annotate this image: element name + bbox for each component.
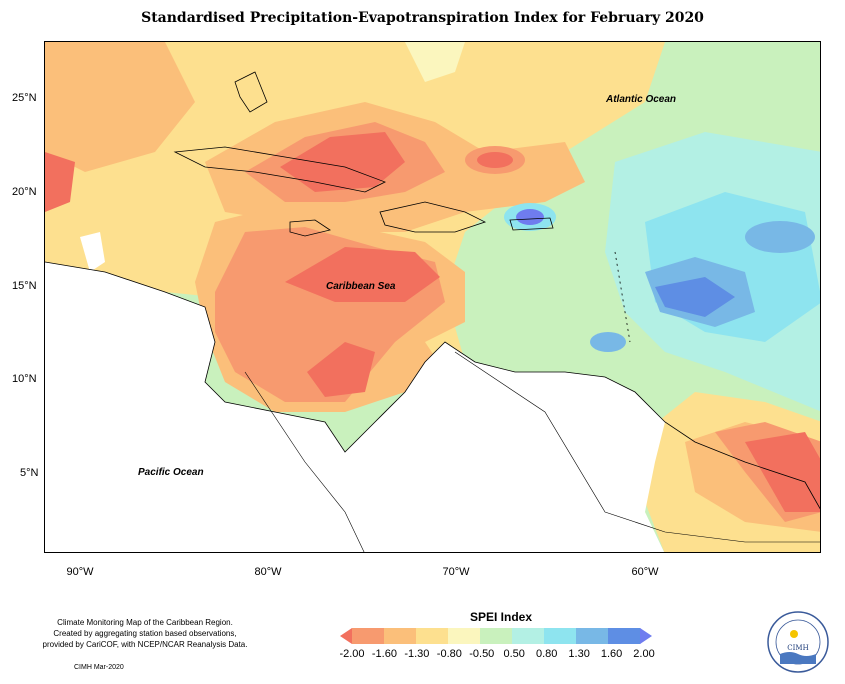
legend-title: SPEI Index xyxy=(470,610,533,624)
spei-map xyxy=(44,41,821,553)
latitude-label-25n: 25°N xyxy=(12,92,37,104)
footer-description: Climate Monitoring Map of the Caribbean … xyxy=(30,617,260,650)
legend-tick-label: -0.50 xyxy=(469,648,495,660)
legend-tick-label: 1.60 xyxy=(600,648,623,660)
atlantic-ocean-label: Atlantic Ocean xyxy=(606,94,677,105)
cimh-logo: CIMH xyxy=(767,611,829,673)
footer-credit: CIMH Mar-2020 xyxy=(74,664,124,671)
legend-color-cell xyxy=(544,628,577,644)
logo-name: CIMH xyxy=(787,644,808,652)
latitude-label-10n: 10°N xyxy=(12,373,37,385)
legend-tick-label: -0.80 xyxy=(436,648,462,660)
legend-arrow-low xyxy=(340,628,352,644)
legend-tick-label: 0.80 xyxy=(535,648,558,660)
footer-line: provided by CariCOF, with NCEP/NCAR Rean… xyxy=(42,640,248,649)
longitude-label-80w: 80°W xyxy=(254,566,282,578)
water-icon xyxy=(780,652,816,664)
caribbean-sea-label: Caribbean Sea xyxy=(326,281,396,292)
spei-map-canvas xyxy=(45,42,820,552)
footer-line: Climate Monitoring Map of the Caribbean … xyxy=(57,618,233,627)
legend-tick-label: -2.00 xyxy=(339,648,365,660)
longitude-label-70w: 70°W xyxy=(442,566,470,578)
legend-color-cell xyxy=(480,628,513,644)
pacific-ocean-label: Pacific Ocean xyxy=(138,467,204,478)
legend-tick-labels: -2.00 -1.60 -1.30 -0.80 -0.50 0.50 0.80 1.30 1.6… xyxy=(339,648,654,662)
legend-color-cell xyxy=(448,628,481,644)
legend-color-cell xyxy=(352,628,385,644)
legend-tick-label: 1.30 xyxy=(568,648,590,660)
latitude-label-20n: 20°N xyxy=(12,186,37,198)
legend-arrow-high xyxy=(640,628,652,644)
legend-tick-label: -1.30 xyxy=(404,648,430,660)
legend-tick-label: 0.50 xyxy=(503,648,525,660)
legend-colorbar xyxy=(340,628,652,644)
legend-color-cell xyxy=(416,628,449,644)
sun-icon xyxy=(790,630,798,638)
longitude-label-60w: 60°W xyxy=(631,566,659,578)
legend-color-cell xyxy=(576,628,609,644)
legend-color-cell xyxy=(512,628,545,644)
legend-tick-label: -1.60 xyxy=(371,648,397,660)
footer-line: Created by aggregating station based obs… xyxy=(53,629,237,638)
latitude-label-15n: 15°N xyxy=(12,280,37,292)
longitude-label-90w: 90°W xyxy=(66,566,94,578)
legend-color-cell xyxy=(608,628,641,644)
legend-color-cell xyxy=(384,628,417,644)
legend-tick-label: 2.00 xyxy=(633,648,655,660)
map-title: Standardised Precipitation-Evapotranspir… xyxy=(141,10,704,26)
latitude-label-5n: 5°N xyxy=(20,467,39,479)
